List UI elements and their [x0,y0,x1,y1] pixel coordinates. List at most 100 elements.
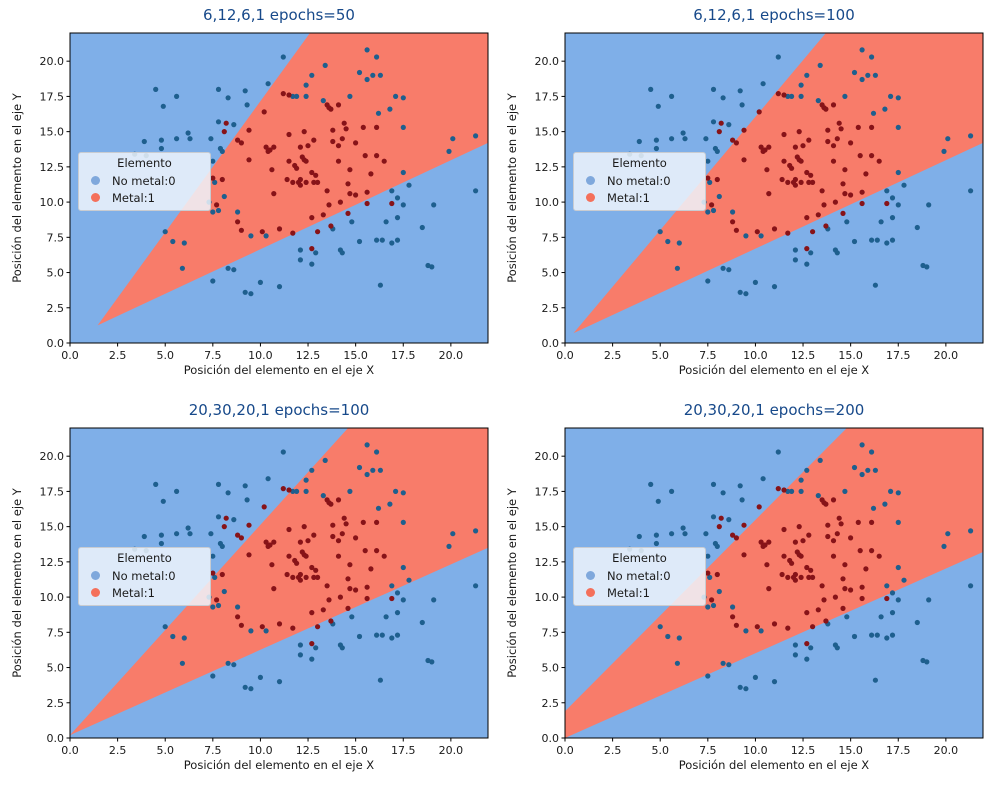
x-axis-label: Posición del elemento en el eje X [183,758,375,772]
point-no-metal [710,86,717,92]
point-no-metal [347,488,353,494]
point-metal [271,144,277,150]
point-metal [221,129,227,135]
point-metal [364,584,370,590]
point-metal [823,618,829,624]
point-metal [869,548,875,554]
point-no-metal [655,498,661,504]
point-no-metal [808,645,814,651]
x-tick-label: 10.0 [743,744,768,757]
point-metal [798,553,804,559]
point-metal [808,172,814,178]
legend-marker-metal-icon [91,193,100,202]
point-metal [775,91,781,97]
point-metal [305,143,311,149]
point-metal [330,533,336,540]
point-metal [810,179,816,185]
point-no-metal [924,659,930,665]
point-metal [305,538,311,544]
point-no-metal [710,207,717,214]
point-no-metal [844,614,850,620]
subplot-1-title: 6,12,6,1 epochs=50 [203,6,355,24]
point-metal [798,179,804,185]
point-no-metal [884,635,890,641]
point-no-metal [231,662,237,668]
point-no-metal [170,633,176,640]
point-no-metal [889,632,896,638]
point-no-metal [945,136,951,142]
point-metal [823,223,829,229]
point-no-metal [179,660,185,666]
x-tick-label: 5.0 [651,349,669,362]
x-tick-label: 0.0 [556,744,574,757]
point-metal [320,212,326,218]
point-no-metal [364,442,370,448]
point-no-metal [400,597,406,603]
point-metal [330,138,336,145]
point-no-metal [400,124,406,130]
point-no-metal [210,553,216,559]
y-tick-label: 7.5 [47,231,65,244]
point-no-metal [383,614,389,620]
point-metal [848,587,854,593]
point-metal [775,486,781,492]
point-no-metal [882,501,888,507]
point-no-metal [720,490,726,496]
point-metal [840,181,846,187]
point-no-metal [775,54,781,60]
legend-label-metal: Metal:1 [607,190,650,205]
point-metal [869,153,875,159]
y-tick-label: 12.5 [535,556,560,569]
point-no-metal [242,483,248,489]
point-no-metal [339,250,345,256]
point-metal [876,553,882,559]
x-tick-label: 17.5 [886,744,911,757]
point-no-metal [743,233,749,239]
point-no-metal [309,261,315,267]
point-metal [779,571,785,578]
point-no-metal [705,209,711,215]
point-metal [219,176,225,183]
point-no-metal [798,82,804,88]
point-metal [730,532,736,538]
point-metal [284,571,290,578]
point-metal [315,624,321,630]
point-no-metal [208,531,214,537]
point-no-metal [309,656,315,662]
point-no-metal [737,88,743,94]
point-metal [806,532,812,538]
point-metal [315,574,321,580]
point-no-metal [387,106,393,112]
point-no-metal [389,188,395,194]
legend-label-metal: Metal:1 [112,585,155,600]
point-no-metal [870,505,877,511]
point-metal [840,605,846,611]
point-metal [246,127,252,133]
point-no-metal [941,543,947,549]
point-metal [286,131,292,138]
point-metal [290,574,296,580]
point-metal [798,574,804,580]
point-no-metal [377,467,383,473]
point-no-metal [771,679,778,685]
point-metal [337,199,343,205]
point-metal [294,165,300,171]
point-metal [326,597,332,603]
point-metal [309,215,315,221]
point-no-metal [653,540,659,547]
point-metal [364,189,370,195]
point-metal [335,158,342,164]
point-no-metal [815,493,821,499]
point-metal [238,227,244,233]
legend: Elemento No metal:0 Metal:1 [573,152,706,211]
point-metal [859,200,865,207]
point-no-metal [248,686,254,692]
legend-marker-no-metal-icon [91,176,100,185]
point-metal [764,167,770,173]
point-no-metal [884,188,890,194]
y-tick-label: 15.0 [535,521,560,534]
point-metal [758,144,764,150]
point-metal [263,144,269,150]
point-metal [836,120,842,126]
point-no-metal [804,467,810,473]
